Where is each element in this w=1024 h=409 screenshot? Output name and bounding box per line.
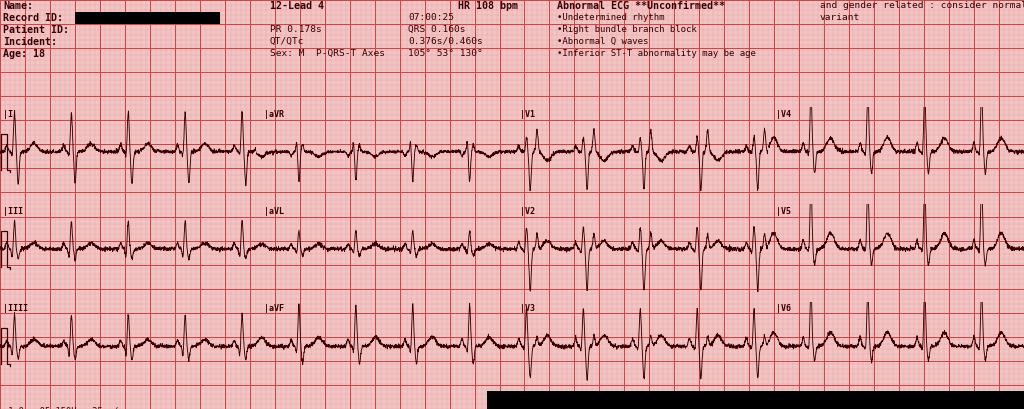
Text: PR 0.178s: PR 0.178s bbox=[270, 25, 322, 34]
Text: Incident:: Incident: bbox=[3, 37, 57, 47]
Text: |IIII: |IIII bbox=[2, 304, 28, 313]
Text: variant: variant bbox=[820, 13, 860, 22]
Text: Name:: Name: bbox=[3, 1, 33, 11]
Text: QT/QTc: QT/QTc bbox=[270, 37, 304, 46]
Bar bbox=[75, 12, 220, 24]
Text: |aVL: |aVL bbox=[264, 207, 284, 216]
Text: •Undetermined rhythm: •Undetermined rhythm bbox=[557, 13, 665, 22]
Text: Record ID:: Record ID: bbox=[3, 13, 63, 23]
Text: |aVF: |aVF bbox=[264, 304, 284, 313]
Text: |V5: |V5 bbox=[776, 207, 791, 216]
Text: HR 108 bpm: HR 108 bpm bbox=[458, 1, 518, 11]
Text: Sex: M  P-QRS-T Axes: Sex: M P-QRS-T Axes bbox=[270, 49, 385, 58]
Text: |V4: |V4 bbox=[776, 110, 791, 119]
Text: and gender related : consider normal: and gender related : consider normal bbox=[820, 1, 1024, 10]
Text: QRS 0.160s: QRS 0.160s bbox=[408, 25, 466, 34]
Text: 0.376s/0.460s: 0.376s/0.460s bbox=[408, 37, 482, 46]
Text: 12-Lead 4: 12-Lead 4 bbox=[270, 1, 324, 11]
Text: |III: |III bbox=[2, 207, 23, 216]
Text: |V3: |V3 bbox=[519, 304, 535, 313]
Text: Age: 18: Age: 18 bbox=[3, 49, 45, 59]
Text: •Right bundle branch block: •Right bundle branch block bbox=[557, 25, 696, 34]
Text: |V6: |V6 bbox=[776, 304, 791, 313]
Text: Abnormal ECG **Unconfirmed**: Abnormal ECG **Unconfirmed** bbox=[557, 1, 725, 11]
Text: |V2: |V2 bbox=[519, 207, 535, 216]
Text: •Inferior ST-T abnormality may be age: •Inferior ST-T abnormality may be age bbox=[557, 49, 756, 58]
Text: 105° 53° 130°: 105° 53° 130° bbox=[408, 49, 482, 58]
Bar bbox=[487, 391, 1024, 409]
Text: x1.0  .05-150Hz  25mm/sec: x1.0 .05-150Hz 25mm/sec bbox=[3, 406, 134, 409]
Text: •Abnormal Q waves: •Abnormal Q waves bbox=[557, 37, 648, 46]
Text: |aVR: |aVR bbox=[264, 110, 284, 119]
Text: Patient ID:: Patient ID: bbox=[3, 25, 69, 35]
Text: |V1: |V1 bbox=[519, 110, 535, 119]
Text: |I: |I bbox=[2, 110, 12, 119]
Text: 07:00:25: 07:00:25 bbox=[408, 13, 454, 22]
